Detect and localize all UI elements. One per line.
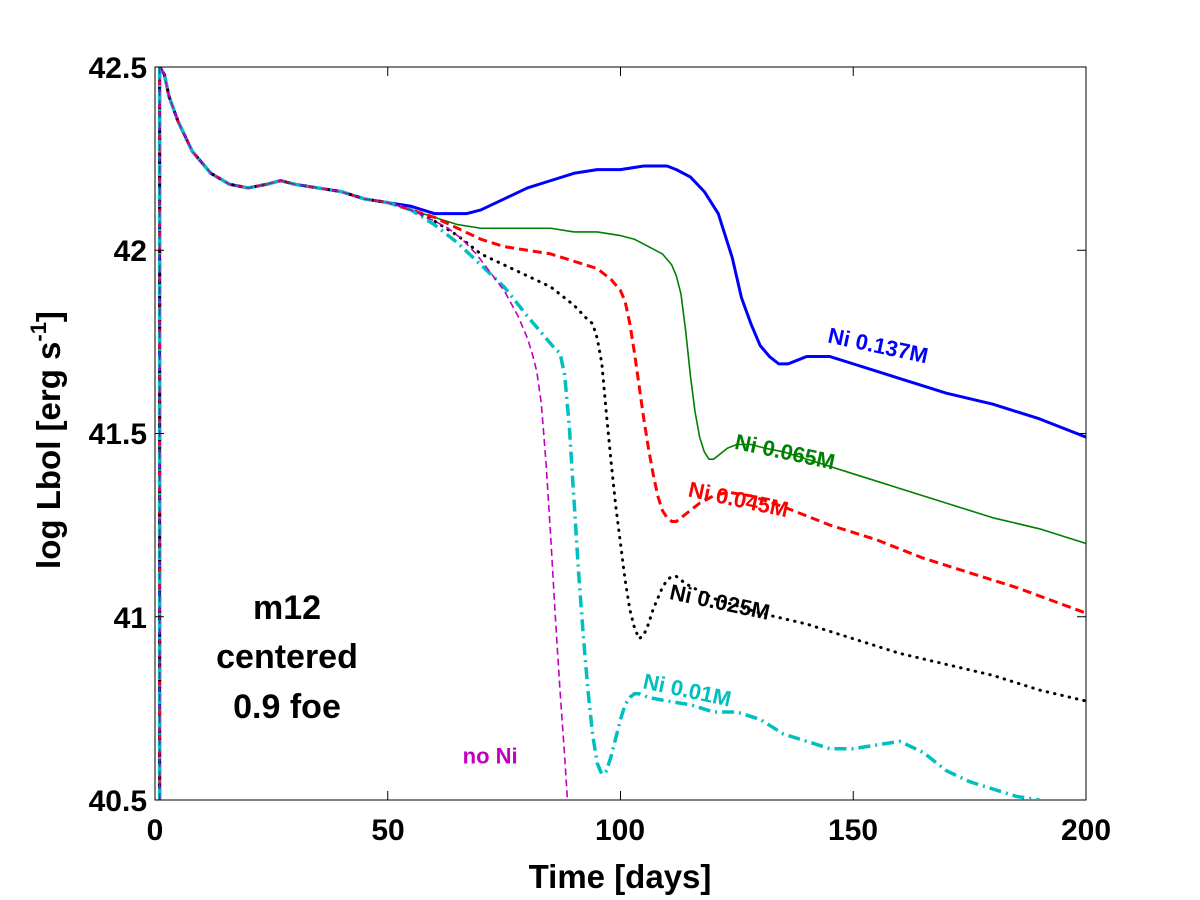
y-tick-label: 42 (114, 235, 147, 268)
x-tick-label: 0 (147, 814, 164, 847)
y-tick-labels: 40.5 41 41.5 42 42.5 (89, 52, 147, 818)
x-tick-label: 150 (828, 814, 878, 847)
ticks-group (154, 66, 1087, 801)
y-tick-label: 41 (114, 602, 147, 635)
y-axis-title-main: log Lbol [erg s (30, 342, 67, 569)
plot-frame (154, 66, 1087, 801)
y-tick-label: 40.5 (89, 785, 147, 818)
series-line-6 (158, 67, 569, 800)
y-tick-label: 41.5 (89, 418, 147, 451)
x-tick-label: 100 (595, 814, 645, 847)
x-tick-label: 50 (371, 814, 404, 847)
y-axis-title-close: ] (30, 311, 67, 322)
x-tick-labels: 0 50 100 150 200 (147, 814, 1111, 847)
x-tick-label: 200 (1061, 814, 1111, 847)
annotation-line: m12 (253, 589, 321, 627)
y-axis-title: log Lbol [erg s-1] (26, 311, 67, 569)
y-tick-label: 42.5 (89, 52, 147, 85)
y-axis-title-superscript: -1 (26, 322, 51, 342)
model-annotation: m12 centered 0.9 foe (216, 589, 358, 726)
annotation-line: 0.9 foe (233, 688, 341, 726)
plot-area (154, 66, 1087, 801)
annotation-line: centered (216, 638, 358, 676)
series-label-6: no Ni (463, 743, 518, 768)
series-group (157, 67, 1086, 800)
x-axis-title: Time [days] (529, 858, 712, 895)
